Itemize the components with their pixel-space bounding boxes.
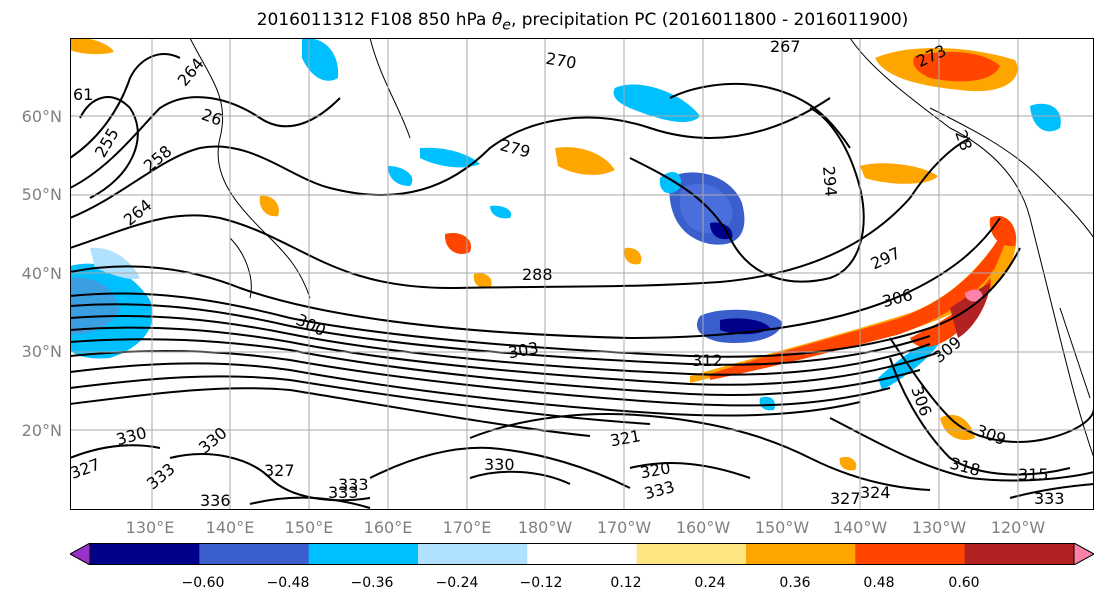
map-title: 2016011312 F108 850 hPa θe, precipitatio… bbox=[256, 10, 909, 34]
colorbar-tick-label: −0.48 bbox=[266, 575, 310, 591]
colorbar-tick-label: −0.36 bbox=[350, 575, 394, 591]
lat-label-50n: 50°N bbox=[21, 185, 62, 204]
colorbar-segment bbox=[308, 543, 419, 565]
contour-label: 267 bbox=[770, 38, 801, 56]
lon-label: 130°E bbox=[125, 518, 175, 537]
contour-label: 327 bbox=[830, 489, 861, 508]
colorbar-tick-label: 0.48 bbox=[863, 575, 895, 591]
lat-label-60n: 60°N bbox=[21, 107, 62, 126]
map-plot-area: 61 264 26 255 258 264 270 267 273 279 28… bbox=[70, 38, 1094, 510]
colorbar-tick-label: 0.60 bbox=[948, 575, 980, 591]
colorbar-tick-label: 0.36 bbox=[779, 575, 811, 591]
colorbar-segment bbox=[418, 543, 528, 565]
colorbar-segment bbox=[90, 543, 200, 565]
lon-label: 140°W bbox=[832, 518, 888, 537]
lon-label: 120°W bbox=[990, 518, 1046, 537]
colorbar-tick-label: −0.12 bbox=[519, 575, 563, 591]
colorbar-extension-low bbox=[70, 543, 91, 565]
contour-label: 330 bbox=[484, 455, 515, 474]
colorbar-segment bbox=[636, 543, 747, 565]
positive-anomaly-northeast bbox=[70, 38, 1018, 471]
contour-label: 324 bbox=[860, 483, 891, 502]
colorbar-tick-label: 0.24 bbox=[694, 575, 726, 591]
contour-label: 315 bbox=[1018, 465, 1049, 484]
contour-label: 327 bbox=[264, 461, 295, 480]
colorbar-extension-high bbox=[1073, 543, 1094, 565]
lat-label-30n: 30°N bbox=[21, 342, 62, 361]
contour-label: 294 bbox=[819, 165, 841, 197]
contour-label: 61 bbox=[73, 85, 93, 104]
negative-anomaly-japan bbox=[70, 247, 153, 359]
lon-label: 170°W bbox=[596, 518, 652, 537]
graticule bbox=[70, 38, 1094, 510]
coastlines bbox=[189, 38, 1094, 459]
colorbar bbox=[70, 543, 1094, 565]
lon-label: 150°W bbox=[754, 518, 810, 537]
contour-label: 336 bbox=[200, 491, 231, 510]
colorbar-segment bbox=[746, 543, 856, 565]
lon-label: 170°E bbox=[442, 518, 492, 537]
lon-label: 140°E bbox=[205, 518, 255, 537]
lat-label-40n: 40°N bbox=[21, 264, 62, 283]
lon-label: 180°W bbox=[517, 518, 573, 537]
colorbar-segment bbox=[527, 543, 638, 565]
lon-label: 150°E bbox=[284, 518, 334, 537]
lat-label-20n: 20°N bbox=[21, 421, 62, 440]
precipitation-shading bbox=[70, 38, 1061, 471]
colorbar-segment bbox=[964, 543, 1075, 565]
contour-label: 312 bbox=[692, 351, 723, 370]
colorbar-segment bbox=[855, 543, 966, 565]
contour-label: 333 bbox=[1034, 489, 1065, 508]
colorbar-tick-label: 0.12 bbox=[610, 575, 642, 591]
lon-label: 130°W bbox=[911, 518, 967, 537]
contour-label: 333 bbox=[338, 475, 369, 494]
colorbar-tick-label: −0.60 bbox=[181, 575, 225, 591]
colorbar-tick-label: −0.24 bbox=[435, 575, 479, 591]
colorbar-segment bbox=[199, 543, 310, 565]
theta-e-contours bbox=[70, 53, 1094, 509]
contour-label: 288 bbox=[522, 265, 553, 284]
lon-label: 160°E bbox=[363, 518, 413, 537]
contour-label: 333 bbox=[328, 483, 359, 502]
lon-label: 160°W bbox=[675, 518, 731, 537]
colorbar-outline bbox=[89, 543, 1075, 565]
